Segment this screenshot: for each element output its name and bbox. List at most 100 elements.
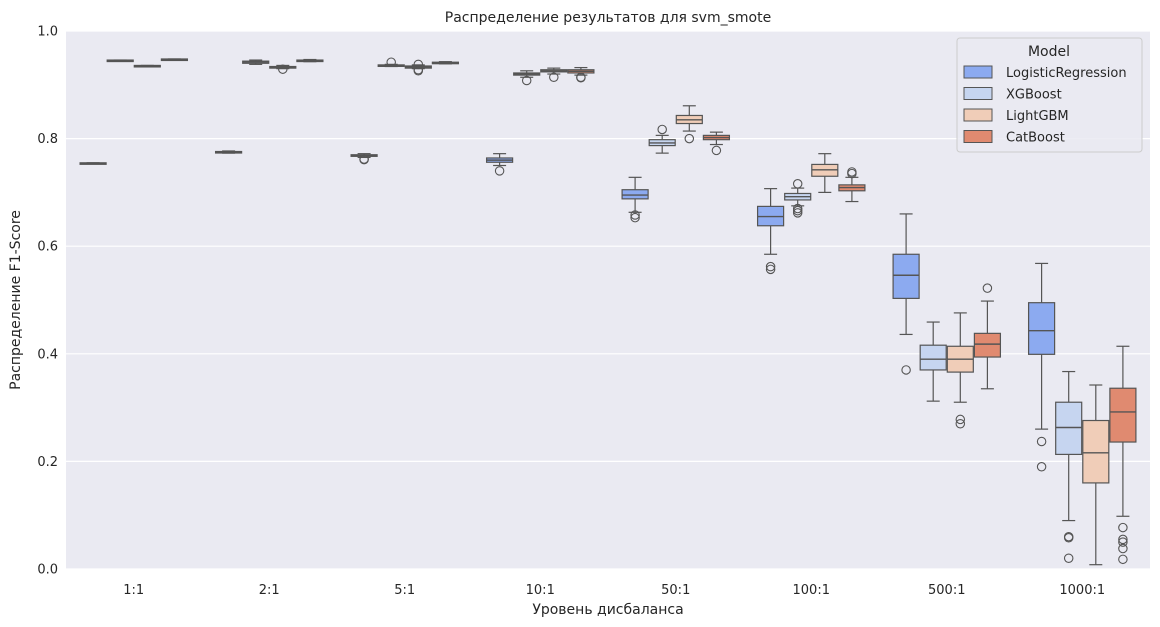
legend-label: XGBoost	[1006, 88, 1062, 103]
x-tick-label: 100:1	[793, 583, 830, 598]
outlier-point	[386, 57, 396, 67]
box	[1109, 387, 1137, 443]
outlier-point	[955, 414, 966, 425]
outlier-point	[1063, 533, 1074, 543]
outlier-point	[1036, 436, 1047, 447]
legend-swatch	[963, 65, 993, 79]
outlier-point	[1036, 462, 1047, 472]
box-group	[269, 64, 297, 74]
outlier-point	[711, 145, 722, 156]
outlier-point	[765, 264, 776, 275]
legend-label: CatBoost	[1006, 131, 1065, 146]
y-tick-label: 0.4	[37, 347, 58, 362]
outlier-point	[413, 59, 424, 70]
box-group	[540, 67, 568, 83]
box-group	[811, 153, 839, 193]
y-ticks: 0.0 0.2 0.4 0.6 0.8 1.0	[37, 25, 58, 578]
box-group	[919, 321, 947, 402]
box-group	[513, 70, 541, 86]
box-group	[1027, 262, 1056, 472]
box-group	[133, 64, 161, 68]
box	[973, 332, 1002, 358]
outlier-point	[1118, 534, 1128, 545]
box-group	[756, 188, 785, 275]
x-tick-label: 2:1	[259, 583, 280, 598]
x-tick-label: 1:1	[123, 583, 144, 598]
box	[1055, 401, 1083, 456]
box-group	[79, 162, 107, 165]
box-group	[350, 153, 378, 165]
box-group	[431, 61, 460, 65]
y-tick-label: 0.0	[37, 563, 58, 578]
x-ticks: 1:1 2:1 5:1 10:1 50:1 100:1 500:1 1000:1	[123, 583, 1105, 598]
box	[892, 253, 920, 299]
box-group	[946, 312, 974, 429]
box	[1082, 419, 1110, 484]
legend-swatch	[963, 130, 993, 143]
box	[621, 189, 649, 200]
outlier-point	[278, 64, 288, 74]
outlier-point	[847, 168, 857, 179]
box-group	[1055, 370, 1083, 563]
box-group	[838, 167, 866, 203]
box-group	[784, 179, 812, 218]
x-axis-label: Уровень дисбаланса	[532, 602, 683, 618]
outlier-point	[359, 154, 369, 164]
y-tick-label: 0.8	[37, 132, 58, 147]
box-group	[377, 57, 405, 68]
outlier-point	[494, 166, 505, 176]
box-group	[160, 58, 189, 62]
box	[1027, 302, 1056, 355]
box-group	[567, 66, 595, 83]
x-tick-label: 50:1	[661, 583, 690, 598]
box	[919, 344, 947, 371]
outlier-point	[413, 66, 424, 76]
chart-title: Распределение результатов для svm_smote	[445, 10, 771, 26]
legend-swatch	[963, 87, 993, 100]
outlier-point	[1118, 554, 1128, 565]
boxes	[79, 57, 1137, 566]
legend-label: LightGBM	[1006, 109, 1069, 124]
x-tick-label: 500:1	[928, 583, 965, 598]
outlier-point	[982, 283, 993, 293]
outlier-point	[521, 75, 532, 86]
outlier-point	[657, 124, 667, 135]
outlier-point	[1118, 522, 1128, 533]
legend: Model LogisticRegression XGBoost LightGBM C…	[956, 37, 1143, 153]
box-group	[404, 59, 432, 76]
outlier-point	[1063, 553, 1074, 563]
box-group	[242, 59, 270, 65]
legend-frame	[956, 37, 1143, 153]
box-group	[106, 59, 134, 63]
outlier-point	[792, 208, 803, 218]
box-group	[648, 124, 676, 154]
box-group	[214, 150, 243, 154]
outlier-point	[1118, 537, 1128, 547]
box-group	[1082, 384, 1110, 566]
box-group	[621, 176, 649, 223]
y-tick-label: 0.2	[37, 455, 58, 470]
outlier-point	[576, 73, 586, 83]
x-tick-label: 10:1	[526, 583, 555, 598]
outlier-point	[765, 261, 776, 272]
x-tick-label: 5:1	[394, 583, 415, 598]
box-group	[702, 131, 731, 156]
legend-swatch	[963, 108, 993, 122]
outlier-point	[630, 210, 640, 220]
outlier-point	[1118, 543, 1128, 554]
outlier-point	[901, 365, 911, 375]
outlier-point	[549, 72, 559, 83]
box-group	[485, 153, 514, 176]
grid	[66, 30, 1150, 570]
box-group	[296, 58, 324, 63]
outlier-point	[684, 133, 695, 144]
x-tick-label: 1000:1	[1059, 583, 1105, 598]
y-tick-label: 0.6	[37, 240, 58, 255]
box-group	[675, 105, 703, 144]
outlier-point	[792, 179, 803, 189]
legend-label: LogisticRegression	[1006, 66, 1127, 81]
box-group	[1109, 345, 1137, 565]
legend-title: Model	[1028, 44, 1070, 60]
outlier-point	[630, 212, 640, 223]
